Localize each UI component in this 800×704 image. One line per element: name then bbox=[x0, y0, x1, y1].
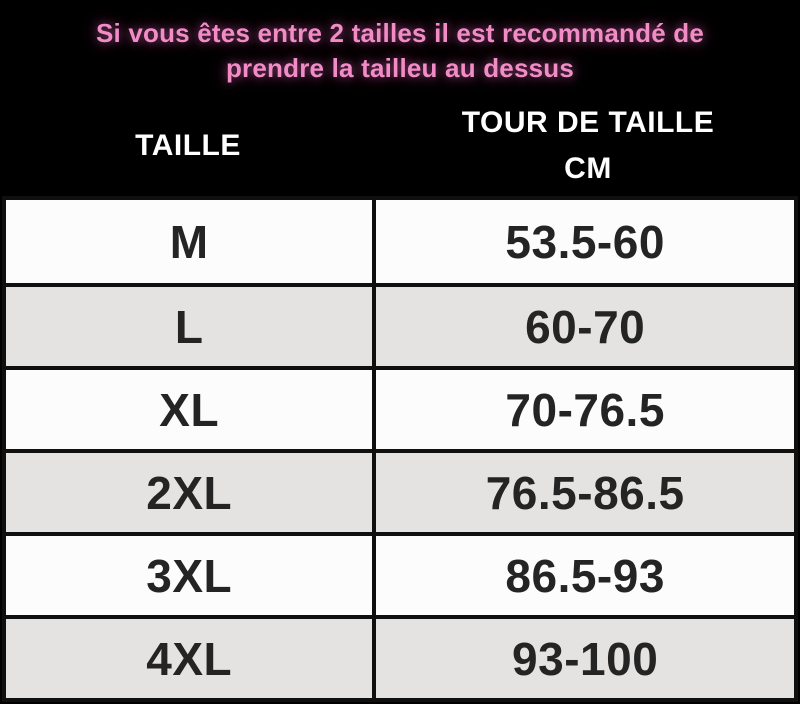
waist-range-cell: 86.5-93 bbox=[505, 549, 665, 602]
waist-range-cell: 93-100 bbox=[512, 632, 659, 685]
column-header-tour-de-taille-line-2: CM bbox=[564, 152, 612, 185]
size-cell: L bbox=[6, 287, 377, 366]
waist-range-cell: 53.5-60 bbox=[505, 215, 665, 268]
table-row: 4XL 93-100 bbox=[6, 615, 794, 698]
column-header-taille: TAILLE bbox=[135, 129, 241, 162]
table-row: 3XL 86.5-93 bbox=[6, 532, 794, 615]
sizing-notice-line-1: Si vous êtes entre 2 tailles il est reco… bbox=[95, 18, 705, 48]
table-row: XL 70-76.5 bbox=[6, 366, 794, 449]
size-table: M 53.5-60 L 60-70 XL 70-76.5 2XL 76.5-86… bbox=[2, 196, 798, 702]
size-cell: 3XL bbox=[6, 536, 377, 615]
table-row: L 60-70 bbox=[6, 283, 794, 366]
size-cell: 4XL bbox=[6, 619, 377, 698]
sizing-notice: Si vous êtes entre 2 tailles il est reco… bbox=[0, 0, 800, 96]
column-header-tour-de-taille: TOUR DE TAILLE CM bbox=[376, 100, 800, 192]
table-row: 2XL 76.5-86.5 bbox=[6, 449, 794, 532]
column-header-tour-de-taille-line-1: TOUR DE TAILLE bbox=[461, 106, 715, 139]
sizing-notice-line-2: prendre la tailleu au dessus bbox=[225, 53, 575, 83]
table-row: M 53.5-60 bbox=[6, 200, 794, 283]
size-cell: 2XL bbox=[6, 453, 377, 532]
waist-range-cell: 76.5-86.5 bbox=[485, 466, 685, 519]
waist-range-cell: 70-76.5 bbox=[505, 383, 665, 436]
waist-range-cell: 60-70 bbox=[525, 300, 646, 353]
table-header: TAILLE TOUR DE TAILLE CM bbox=[0, 96, 800, 196]
size-cell: M bbox=[6, 200, 377, 283]
size-cell: XL bbox=[6, 370, 377, 449]
